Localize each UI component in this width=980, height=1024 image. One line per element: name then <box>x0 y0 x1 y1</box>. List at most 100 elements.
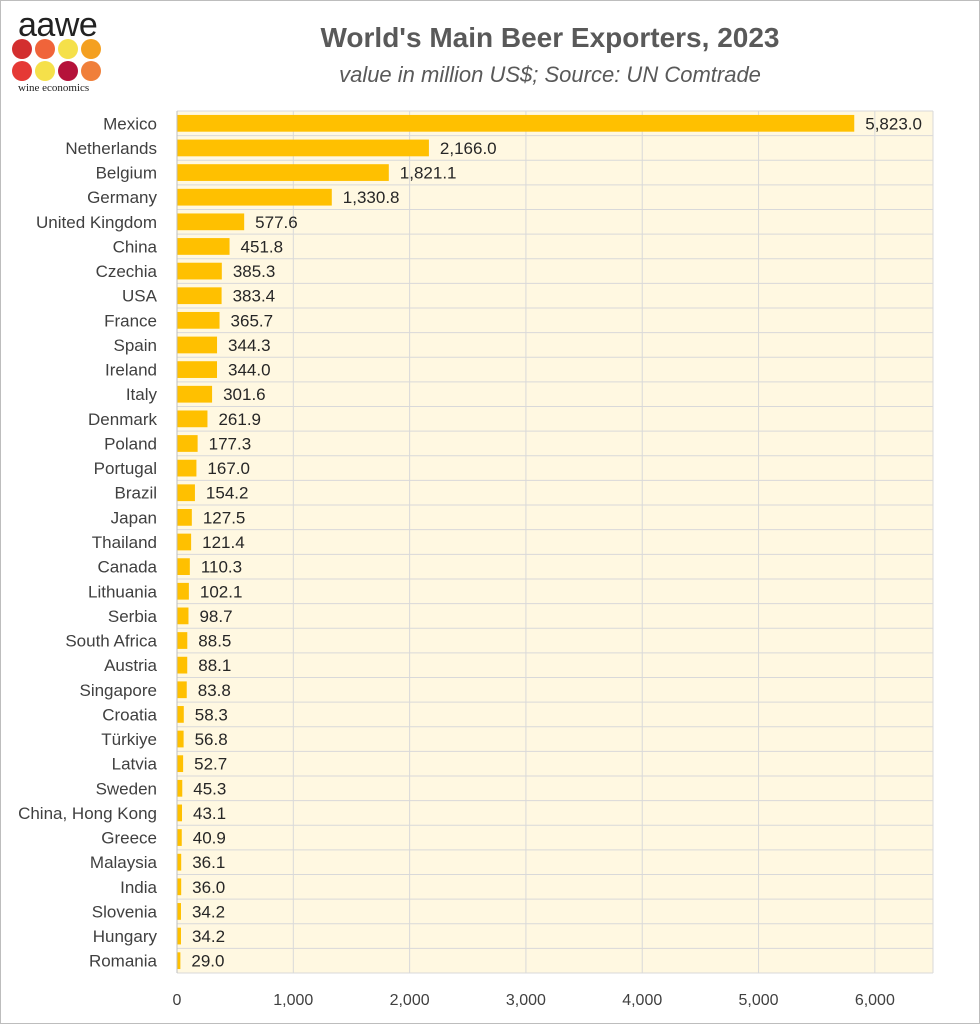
value-label: 36.1 <box>192 853 225 872</box>
bar <box>177 238 230 255</box>
category-label: Malaysia <box>90 853 158 872</box>
bar <box>177 632 188 649</box>
value-label: 34.2 <box>192 902 225 921</box>
value-label: 261.9 <box>218 410 261 429</box>
category-label: Thailand <box>92 533 157 552</box>
value-label: 5,823.0 <box>865 114 922 133</box>
bar <box>177 878 182 896</box>
bar <box>177 853 182 871</box>
bar <box>177 410 208 428</box>
chart-title: World's Main Beer Exporters, 2023 <box>320 22 780 53</box>
value-label: 88.1 <box>198 656 231 675</box>
value-label: 344.0 <box>228 361 271 380</box>
value-label: 29.0 <box>191 952 224 971</box>
bar <box>177 927 181 945</box>
category-label: South Africa <box>65 632 157 651</box>
bar <box>177 730 184 748</box>
x-tick-label: 5,000 <box>739 992 779 1009</box>
value-label: 1,821.1 <box>400 164 457 183</box>
category-label: Spain <box>114 336 157 355</box>
category-label: Portugal <box>94 459 157 478</box>
value-label: 167.0 <box>207 459 250 478</box>
logo-dot <box>81 39 101 59</box>
value-label: 127.5 <box>203 508 246 527</box>
bar <box>177 287 222 305</box>
category-label: Austria <box>104 656 157 675</box>
category-label: Croatia <box>102 705 157 724</box>
value-label: 36.0 <box>192 878 225 897</box>
value-label: 344.3 <box>228 336 271 355</box>
bar <box>177 114 855 132</box>
category-label: Czechia <box>96 262 158 281</box>
bar <box>177 829 182 846</box>
logo-dot <box>81 61 101 81</box>
logo-dot <box>58 61 78 81</box>
value-label: 177.3 <box>209 434 252 453</box>
category-label: Poland <box>104 434 157 453</box>
value-label: 451.8 <box>241 237 284 256</box>
logo-subtitle: wine economics <box>18 82 90 94</box>
bar <box>177 582 189 600</box>
category-label: Canada <box>97 558 157 577</box>
value-label: 88.5 <box>198 632 231 651</box>
category-label: Netherlands <box>65 139 157 158</box>
logo-dot <box>12 61 32 81</box>
bar <box>177 435 198 452</box>
x-tick-label: 4,000 <box>622 992 662 1009</box>
bar <box>177 311 220 329</box>
category-label: Romania <box>89 952 158 971</box>
bar <box>177 336 218 354</box>
value-label: 154.2 <box>206 484 249 503</box>
category-label: United Kingdom <box>36 213 157 232</box>
value-label: 40.9 <box>193 829 226 848</box>
category-label: Denmark <box>88 410 157 429</box>
bar <box>177 188 332 206</box>
bar <box>177 706 184 723</box>
category-label: India <box>120 878 157 897</box>
value-label: 2,166.0 <box>440 139 497 158</box>
value-label: 56.8 <box>195 730 228 749</box>
category-label: Sweden <box>96 779 157 798</box>
value-label: 102.1 <box>200 582 243 601</box>
bar <box>177 804 183 822</box>
bar <box>177 558 190 576</box>
value-label: 577.6 <box>255 213 298 232</box>
bar <box>177 213 245 231</box>
logo-dot <box>12 39 32 59</box>
value-label: 383.4 <box>233 287 276 306</box>
aawe-logo: aawe wine economics <box>8 6 108 96</box>
category-label: China, Hong Kong <box>18 804 157 823</box>
bar <box>177 139 429 157</box>
category-label: Hungary <box>93 927 158 946</box>
logo-wordmark: aawe <box>18 6 98 44</box>
bar <box>177 755 184 773</box>
value-label: 110.3 <box>201 558 242 577</box>
value-label: 365.7 <box>231 311 274 330</box>
bar <box>177 508 192 526</box>
bar <box>177 459 197 477</box>
bar <box>177 533 192 551</box>
value-label: 58.3 <box>195 705 228 724</box>
plot-area <box>177 111 933 973</box>
logo-dots-icon <box>12 39 101 81</box>
bar <box>177 262 222 280</box>
category-label: Germany <box>87 188 157 207</box>
value-label: 83.8 <box>198 681 231 700</box>
value-label: 52.7 <box>194 755 227 774</box>
category-label: China <box>113 237 158 256</box>
chart-subtitle: value in million US$; Source: UN Comtrad… <box>339 62 761 87</box>
category-label: Japan <box>111 508 157 527</box>
category-label: Ireland <box>105 361 157 380</box>
category-label: USA <box>122 287 158 306</box>
category-label: France <box>104 311 157 330</box>
x-tick-label: 3,000 <box>506 992 546 1009</box>
x-tick-label: 0 <box>173 992 182 1009</box>
value-label: 121.4 <box>202 533 245 552</box>
category-label: Lithuania <box>88 582 158 601</box>
logo-dot <box>58 39 78 59</box>
category-label: Mexico <box>103 114 157 133</box>
bar <box>177 164 389 181</box>
value-label: 1,330.8 <box>343 188 400 207</box>
value-label: 385.3 <box>233 262 276 281</box>
